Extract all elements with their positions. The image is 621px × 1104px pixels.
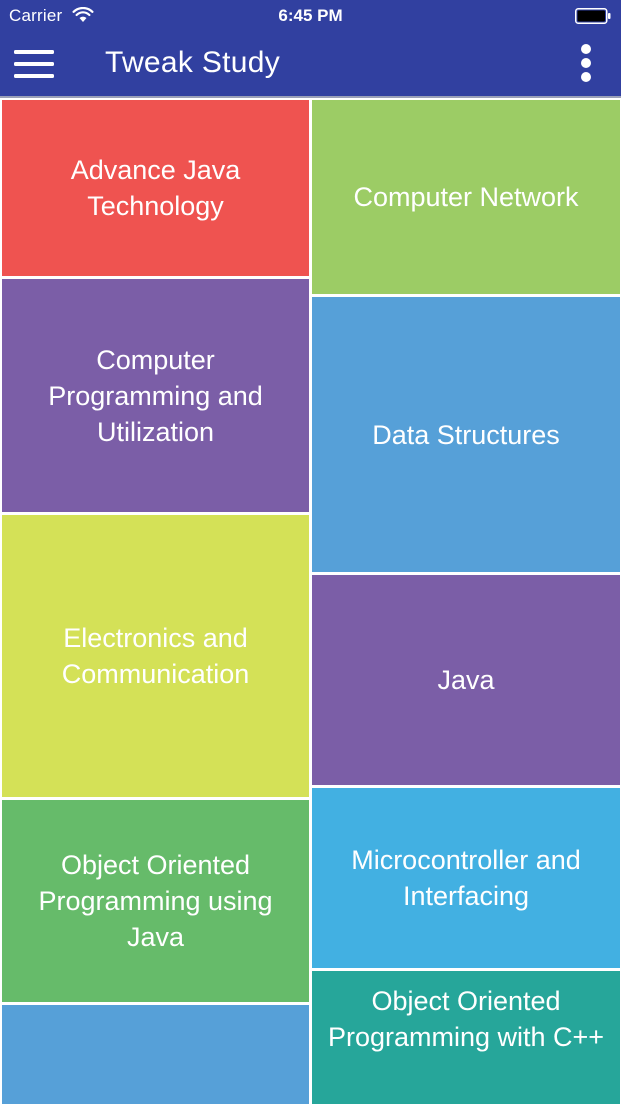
- subject-tile-data-structures[interactable]: Data Structures: [312, 297, 620, 572]
- subject-tile-object-oriented-programming-using-java[interactable]: Object Oriented Programming using Java: [2, 800, 309, 1002]
- app-bar: Tweak Study: [0, 33, 621, 96]
- status-bar: Carrier 6:45 PM: [0, 0, 621, 33]
- subject-grid: Advance Java Technology Computer Network…: [0, 98, 621, 1104]
- subject-tile-advance-java-technology[interactable]: Advance Java Technology: [2, 100, 309, 276]
- app-bar-divider: [0, 96, 621, 98]
- battery-icon: [575, 8, 611, 24]
- subject-tile-electronics-and-communication[interactable]: Electronics and Communication: [2, 515, 309, 797]
- hamburger-menu-icon[interactable]: [14, 47, 54, 81]
- subject-tile-label: Computer Network: [353, 182, 579, 212]
- carrier-name: Carrier: [9, 6, 63, 25]
- subject-tile-label: Java: [437, 665, 495, 695]
- more-vertical-icon[interactable]: [571, 44, 601, 84]
- subject-tile-label: Data Structures: [372, 419, 560, 450]
- subject-tile-partial[interactable]: [2, 1005, 309, 1104]
- subject-tile-label: Microcontroller and Interfacing: [351, 845, 581, 911]
- subject-tile-microcontroller-and-interfacing[interactable]: Microcontroller and Interfacing: [312, 788, 620, 968]
- subject-tile-label: Computer Programming and Utilization: [48, 344, 263, 447]
- subject-tile-label: Electronics and Communication: [61, 623, 250, 689]
- subject-tile-java[interactable]: Java: [312, 575, 620, 785]
- subject-tile-label: Object Oriented Programming with C++: [327, 986, 605, 1052]
- status-time: 6:45 PM: [278, 6, 343, 25]
- wifi-icon: [72, 7, 94, 22]
- subject-tile-label: Advance Java Technology: [70, 155, 241, 221]
- subject-tile-label: Object Oriented Programming using Java: [38, 850, 273, 952]
- subject-tile-object-oriented-programming-with-cpp[interactable]: Object Oriented Programming with C++: [312, 971, 620, 1104]
- subject-tile-computer-programming-and-utilization[interactable]: Computer Programming and Utilization: [2, 279, 309, 512]
- page-title: Tweak Study: [105, 46, 281, 79]
- subject-tile-computer-network[interactable]: Computer Network: [312, 100, 620, 294]
